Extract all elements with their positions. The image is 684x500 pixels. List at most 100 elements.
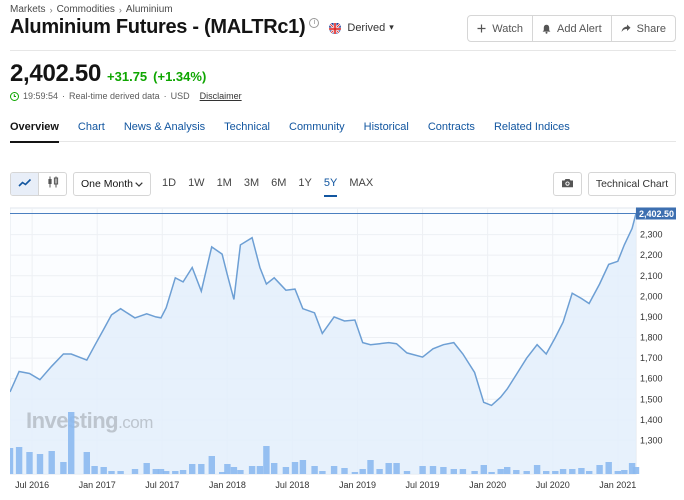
- line-chart-icon: [18, 175, 32, 193]
- tab-chart[interactable]: Chart: [77, 121, 105, 133]
- chevron-right-icon: ›: [49, 4, 53, 15]
- volume-bar: [83, 452, 90, 474]
- tab-news-analysis[interactable]: News & Analysis: [123, 121, 206, 133]
- volume-bar: [237, 470, 244, 474]
- period-5y[interactable]: 5Y: [323, 172, 338, 197]
- y-tick-label: 2,100: [640, 271, 663, 281]
- x-tick-label: Jul 2019: [406, 480, 440, 490]
- candlestick-icon: [46, 175, 60, 193]
- info-icon[interactable]: i: [309, 17, 320, 28]
- period-6m[interactable]: 6M: [271, 177, 287, 189]
- chevron-down-icon[interactable]: ▾: [389, 22, 394, 32]
- quote-time: 19:59:54: [23, 91, 59, 101]
- tab-community[interactable]: Community: [289, 121, 345, 133]
- breadcrumb-markets[interactable]: Markets: [10, 4, 46, 15]
- page-title: Aluminium Futures - (MALTRc1): [10, 16, 306, 38]
- period-1y[interactable]: 1Y: [298, 177, 312, 189]
- period-max[interactable]: MAX: [349, 177, 374, 189]
- price-chart-svg[interactable]: 2,300 2,200 2,100 2,000 1,900 1,800 1,700 1,600…: [10, 206, 676, 500]
- technical-chart-button[interactable]: Technical Chart: [588, 172, 676, 196]
- currency: USD: [170, 91, 190, 101]
- volume-bar: [224, 464, 231, 474]
- y-tick-label: 1,700: [640, 353, 663, 363]
- volume-bar: [15, 447, 23, 474]
- tab-overview[interactable]: Overview: [10, 112, 59, 143]
- separator-dot: ·: [62, 91, 66, 101]
- time-range-select[interactable]: One Month: [73, 172, 151, 196]
- last-price-badge: [636, 207, 676, 220]
- x-tick-label: Jan 2019: [339, 480, 376, 490]
- last-price-label: 2,402.50: [639, 209, 674, 219]
- volume-bar: [578, 468, 585, 474]
- volume-bar: [131, 469, 139, 474]
- volume-bar: [256, 466, 264, 474]
- volume-bar: [117, 471, 124, 474]
- volume-bar: [543, 471, 550, 474]
- volume-bar: [108, 471, 115, 474]
- volume-bar: [632, 467, 640, 474]
- volume-bar: [403, 471, 411, 474]
- volume-bar: [393, 463, 400, 474]
- volume-bar: [91, 466, 98, 474]
- x-tick-label: Jul 2017: [145, 480, 179, 490]
- volume-bar: [291, 462, 299, 474]
- period-1w[interactable]: 1W: [188, 177, 205, 189]
- volume-bar: [459, 469, 467, 474]
- period-3m[interactable]: 3M: [243, 177, 260, 189]
- volume-bar: [440, 467, 447, 474]
- last-price: 2,402.50: [10, 60, 102, 87]
- volume-bar: [36, 454, 44, 474]
- volume-bar: [471, 471, 478, 474]
- x-tick-label: Jul 2016: [15, 480, 49, 490]
- price-chart[interactable]: 2,300 2,200 2,100 2,000 1,900 1,800 1,700 1,600…: [10, 206, 676, 500]
- tab-related-indices[interactable]: Related Indices: [493, 121, 570, 133]
- volume-bar: [497, 469, 504, 474]
- price-change-percent: (+1.34%): [153, 69, 207, 84]
- disclaimer-link[interactable]: Disclaimer: [199, 91, 242, 101]
- volume-bar: [311, 466, 318, 474]
- tab-contracts[interactable]: Contracts: [427, 121, 475, 133]
- period-1d[interactable]: 1D: [162, 177, 177, 189]
- action-buttons: Watch Add Alert Share: [467, 15, 676, 42]
- screenshot-button[interactable]: [553, 172, 582, 196]
- volume-bar: [68, 412, 75, 474]
- tab-technical[interactable]: Technical: [224, 121, 270, 133]
- volume-bar: [330, 466, 338, 474]
- volume-bar: [299, 460, 307, 474]
- volume-bar: [359, 469, 366, 474]
- share-label: Share: [636, 22, 666, 35]
- data-status: Real-time derived data: [69, 91, 160, 101]
- tab-historical[interactable]: Historical: [363, 121, 409, 133]
- volume-bar: [100, 467, 107, 474]
- breadcrumb: Markets › Commodities › Aluminium: [10, 4, 173, 15]
- volume-bar: [621, 470, 628, 474]
- share-button[interactable]: Share: [612, 16, 675, 41]
- volume-bar: [419, 466, 426, 474]
- chart-type-toggle: [10, 172, 67, 196]
- y-tick-label: 2,200: [640, 250, 663, 260]
- volume-bar: [319, 471, 326, 474]
- volume-bar: [271, 463, 278, 474]
- breadcrumb-aluminium[interactable]: Aluminium: [125, 4, 173, 15]
- uk-flag-icon[interactable]: [329, 21, 342, 34]
- volume-bar: [189, 464, 196, 474]
- y-tick-label: 1,800: [640, 333, 663, 343]
- volume-bar: [504, 467, 511, 474]
- volume-bar: [341, 468, 348, 474]
- add-alert-button[interactable]: Add Alert: [533, 16, 612, 41]
- period-1m[interactable]: 1M: [216, 177, 232, 189]
- volume-bar: [351, 472, 359, 474]
- source-selector-label[interactable]: Derived: [347, 21, 386, 34]
- line-chart-button[interactable]: [11, 173, 39, 195]
- volume-bar: [282, 467, 290, 474]
- chevron-down-icon: [135, 178, 143, 190]
- volume-bar: [385, 463, 392, 474]
- x-tick-label: Jan 2017: [79, 480, 116, 490]
- title-row: Aluminium Futures - (MALTRc1) i Derived …: [10, 16, 394, 39]
- watch-button[interactable]: Watch: [468, 16, 533, 41]
- candlestick-chart-button[interactable]: [38, 173, 66, 195]
- volume-bar: [219, 472, 226, 474]
- x-tick-label: Jan 2020: [469, 480, 506, 490]
- breadcrumb-commodities[interactable]: Commodities: [56, 4, 115, 15]
- volume-bar: [263, 446, 270, 474]
